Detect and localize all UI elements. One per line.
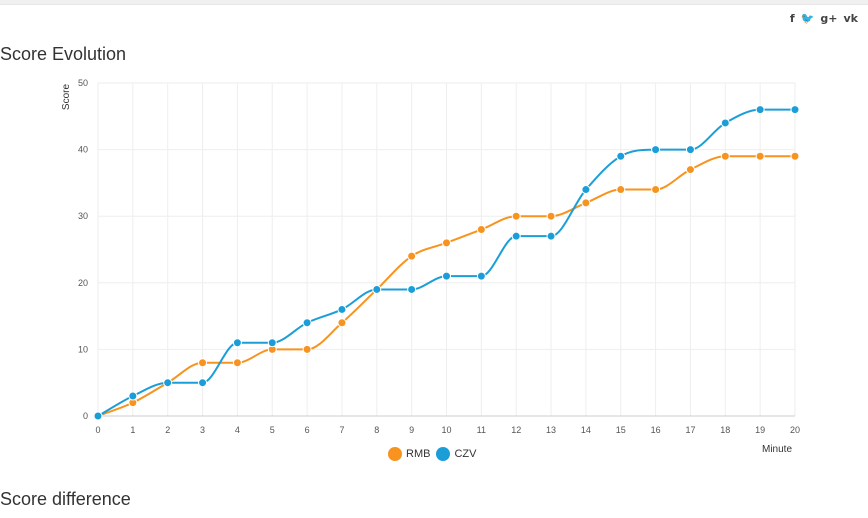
x-tick-label: 11 bbox=[477, 425, 486, 435]
data-point-czv bbox=[93, 411, 103, 421]
chart-legend: RMB CZV bbox=[388, 447, 476, 461]
x-tick-label: 4 bbox=[235, 425, 240, 435]
x-tick-label: 20 bbox=[790, 425, 800, 435]
y-axis-label: Score bbox=[61, 84, 72, 111]
section-title-score-difference: Score difference bbox=[0, 489, 131, 509]
data-point-czv bbox=[407, 284, 417, 294]
data-point-czv bbox=[476, 271, 486, 281]
x-tick-label: 10 bbox=[441, 425, 451, 435]
x-tick-label: 8 bbox=[374, 425, 379, 435]
x-tick-label: 16 bbox=[651, 425, 661, 435]
data-point-czv bbox=[372, 284, 382, 294]
legend-item-rmb[interactable]: RMB bbox=[388, 447, 430, 461]
y-tick-label: 0 bbox=[83, 411, 88, 421]
data-point-rmb bbox=[651, 185, 661, 195]
x-tick-label: 15 bbox=[616, 425, 626, 435]
data-point-rmb bbox=[755, 151, 765, 161]
y-tick-label: 30 bbox=[78, 211, 88, 221]
y-tick-label: 50 bbox=[78, 78, 88, 88]
data-point-rmb bbox=[407, 251, 417, 261]
x-tick-label: 2 bbox=[165, 425, 170, 435]
x-tick-label: 12 bbox=[511, 425, 521, 435]
x-tick-label: 18 bbox=[720, 425, 730, 435]
data-point-czv bbox=[302, 318, 312, 328]
data-point-czv bbox=[755, 105, 765, 115]
data-point-rmb bbox=[198, 358, 208, 368]
data-point-czv bbox=[511, 231, 521, 241]
y-tick-label: 40 bbox=[78, 145, 88, 155]
x-tick-label: 19 bbox=[755, 425, 765, 435]
data-point-rmb bbox=[337, 318, 347, 328]
share-bar: f 🐦 g+ vk bbox=[790, 13, 858, 25]
top-bar bbox=[0, 0, 868, 5]
data-point-czv bbox=[232, 338, 242, 348]
data-point-rmb bbox=[302, 344, 312, 354]
legend-item-czv[interactable]: CZV bbox=[436, 447, 476, 461]
page-title: Score Evolution bbox=[0, 44, 127, 64]
data-point-czv bbox=[442, 271, 451, 281]
data-point-rmb bbox=[442, 238, 451, 248]
data-point-rmb bbox=[685, 165, 695, 175]
x-tick-label: 14 bbox=[581, 425, 591, 435]
legend-swatch-rmb bbox=[388, 447, 402, 461]
data-point-rmb bbox=[546, 211, 556, 221]
data-point-czv bbox=[720, 118, 730, 128]
x-tick-label: 3 bbox=[200, 425, 205, 435]
x-tick-label: 7 bbox=[339, 425, 344, 435]
y-tick-label: 20 bbox=[78, 278, 88, 288]
data-point-czv bbox=[790, 105, 800, 115]
data-point-rmb bbox=[616, 185, 626, 195]
x-axis-label: Minute bbox=[762, 444, 793, 455]
legend-label-rmb: RMB bbox=[406, 448, 431, 460]
legend-swatch-czv bbox=[436, 447, 451, 461]
data-point-rmb bbox=[511, 211, 521, 221]
data-point-czv bbox=[616, 151, 626, 161]
data-point-czv bbox=[337, 304, 347, 314]
data-point-czv bbox=[581, 185, 591, 195]
x-tick-label: 0 bbox=[95, 425, 100, 435]
legend-label-czv: CZV bbox=[454, 448, 477, 460]
data-point-czv bbox=[198, 378, 208, 388]
data-point-czv bbox=[163, 378, 173, 388]
data-point-rmb bbox=[476, 225, 486, 235]
x-tick-label: 9 bbox=[409, 425, 414, 435]
x-tick-label: 17 bbox=[685, 425, 695, 435]
data-point-czv bbox=[267, 338, 277, 348]
x-tick-label: 13 bbox=[546, 425, 556, 435]
x-tick-label: 1 bbox=[130, 425, 135, 435]
twitter-icon[interactable]: 🐦 bbox=[800, 12, 815, 25]
data-point-czv bbox=[128, 391, 138, 401]
x-tick-label: 6 bbox=[305, 425, 310, 435]
vk-icon[interactable]: vk bbox=[843, 12, 859, 25]
data-point-czv bbox=[685, 145, 695, 155]
data-point-czv bbox=[546, 231, 556, 241]
x-tick-label: 5 bbox=[270, 425, 275, 435]
y-tick-label: 10 bbox=[78, 344, 88, 354]
data-point-rmb bbox=[232, 358, 242, 368]
facebook-icon[interactable]: f bbox=[789, 12, 795, 25]
data-point-rmb bbox=[790, 151, 800, 161]
data-point-czv bbox=[651, 145, 661, 155]
google-plus-icon[interactable]: g+ bbox=[820, 12, 838, 25]
data-point-rmb bbox=[720, 151, 730, 161]
data-point-rmb bbox=[581, 198, 591, 208]
